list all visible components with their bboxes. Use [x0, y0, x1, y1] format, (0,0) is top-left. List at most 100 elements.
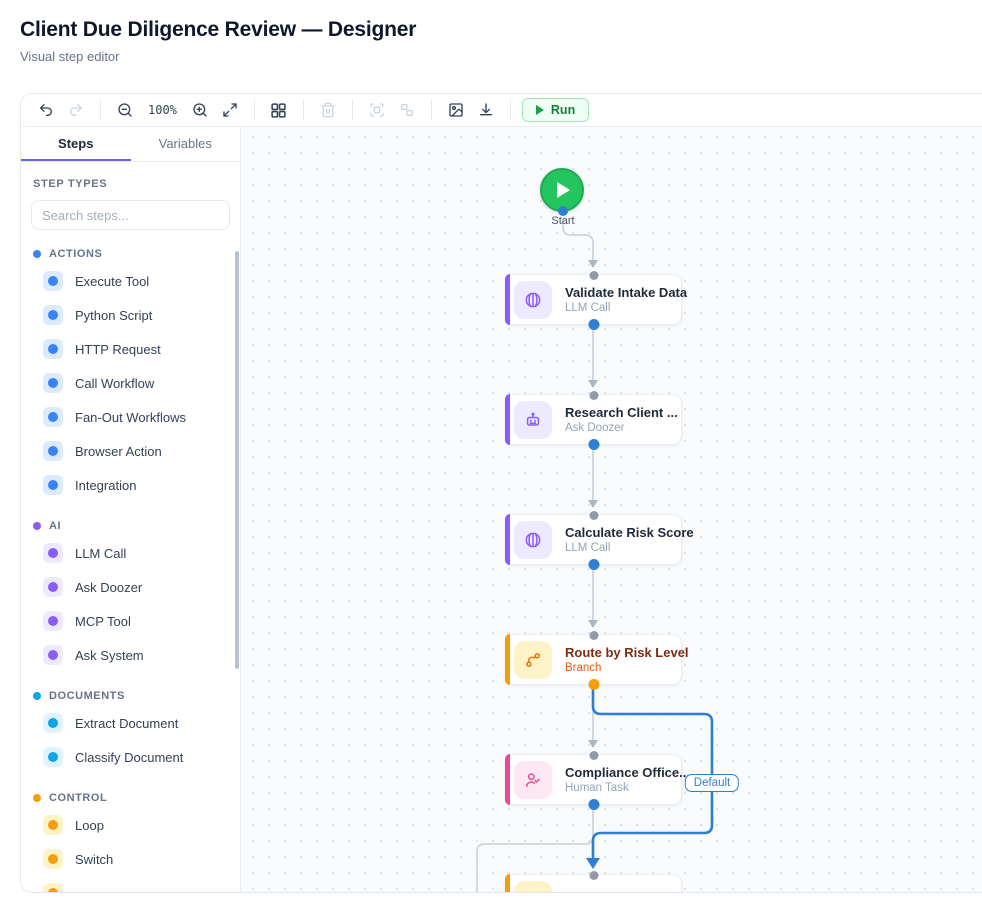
- node-research-client[interactable]: Research Client ... Ask Doozer: [505, 390, 682, 450]
- delete-button[interactable]: [315, 98, 341, 122]
- sidebar-item-extract-document[interactable]: Extract Document: [31, 706, 230, 740]
- output-handle[interactable]: [588, 678, 599, 690]
- play-icon: [557, 182, 570, 198]
- sidebar-item-execute-tool[interactable]: Execute Tool: [31, 264, 230, 298]
- run-button-label: Run: [550, 103, 576, 117]
- group-documents: DOCUMENTS Extract Document Classify Docu…: [31, 690, 230, 774]
- toolbar-divider: [302, 100, 304, 120]
- toolbar: 100% Run: [21, 94, 982, 127]
- redo-button[interactable]: [63, 98, 89, 122]
- step-type-icon: [43, 815, 63, 835]
- auto-layout-button[interactable]: [266, 98, 292, 122]
- sidebar-tabs: Steps Variables: [21, 127, 240, 162]
- run-button[interactable]: Run: [521, 98, 590, 122]
- group-control: CONTROL Loop Switch: [31, 792, 230, 892]
- node-compliance-officer[interactable]: Compliance Office... Human Task: [505, 750, 690, 810]
- sidebar-item-mcp-tool[interactable]: MCP Tool: [31, 604, 230, 638]
- input-handle[interactable]: [589, 630, 598, 640]
- fit-view-button[interactable]: [217, 98, 243, 122]
- zoom-in-icon: [193, 103, 207, 117]
- export-image-button[interactable]: [443, 98, 469, 122]
- node-auto-approve[interactable]: Auto-Approve Lo...: [505, 870, 682, 892]
- edges-layer: [476, 219, 714, 892]
- group-actions: ACTIONS Execute Tool Python Script HTTP …: [31, 248, 230, 502]
- node-route-by-risk-level[interactable]: Route by Risk Level Branch: [505, 630, 689, 690]
- output-handle[interactable]: [588, 438, 599, 450]
- node-validate-intake-data[interactable]: Validate Intake Data LLM Call: [505, 270, 688, 330]
- search-input[interactable]: [31, 200, 230, 230]
- undo-button[interactable]: [33, 98, 59, 122]
- sidebar-item-browser-action[interactable]: Browser Action: [31, 434, 230, 468]
- zoom-out-button[interactable]: [112, 98, 138, 122]
- group-button[interactable]: [364, 98, 390, 122]
- step-type-icon: [43, 305, 63, 325]
- step-icon: [514, 880, 552, 892]
- group-dot-icon: [33, 794, 41, 802]
- sidebar-item-integration[interactable]: Integration: [31, 468, 230, 502]
- sidebar-item-fan-out-workflows[interactable]: Fan-Out Workflows: [31, 400, 230, 434]
- output-handle[interactable]: [588, 798, 599, 810]
- sidebar-item-call-workflow[interactable]: Call Workflow: [31, 366, 230, 400]
- sidebar-item-loop[interactable]: Loop: [31, 808, 230, 842]
- edge-route-default: [591, 689, 714, 858]
- input-handle[interactable]: [589, 510, 598, 520]
- node-accent-stripe: [505, 874, 510, 892]
- robot-icon: [514, 400, 552, 439]
- tab-steps[interactable]: Steps: [21, 127, 131, 161]
- node-subtitle: LLM Call: [565, 302, 611, 314]
- step-type-icon: [43, 373, 63, 393]
- sidebar-item-partial[interactable]: [31, 876, 230, 892]
- node-calculate-risk-score[interactable]: Calculate Risk Score LLM Call: [505, 510, 694, 570]
- zoom-in-button[interactable]: [187, 98, 213, 122]
- node-title: Validate Intake Data: [565, 285, 688, 300]
- sidebar-item-llm-call[interactable]: LLM Call: [31, 536, 230, 570]
- toolbar-divider: [351, 100, 353, 120]
- input-handle[interactable]: [589, 870, 598, 880]
- user-check-icon: [514, 760, 552, 799]
- group-label: DOCUMENTS: [49, 690, 125, 702]
- node-accent-stripe: [505, 274, 510, 325]
- zoom-level: 100%: [148, 103, 177, 117]
- output-handle[interactable]: [588, 558, 599, 570]
- node-subtitle: Human Task: [565, 782, 629, 794]
- node-accent-stripe: [505, 514, 510, 565]
- tab-variables[interactable]: Variables: [158, 135, 212, 151]
- step-type-icon: [43, 407, 63, 427]
- node-title: Route by Risk Level: [565, 645, 689, 660]
- arrowhead-icon: [588, 740, 598, 748]
- sidebar-scrollbar[interactable]: [235, 251, 239, 669]
- node-title: Compliance Office...: [565, 765, 690, 780]
- edge-label-default[interactable]: Default: [684, 774, 740, 792]
- group-select-icon: [370, 103, 384, 117]
- start-output-handle[interactable]: [558, 206, 568, 216]
- step-type-icon: [43, 577, 63, 597]
- input-handle[interactable]: [589, 270, 598, 280]
- sidebar-item-classify-document[interactable]: Classify Document: [31, 740, 230, 774]
- trash-icon: [321, 102, 335, 118]
- node-accent-stripe: [505, 634, 510, 685]
- sidebar-item-switch[interactable]: Switch: [31, 842, 230, 876]
- sidebar-item-http-request[interactable]: HTTP Request: [31, 332, 230, 366]
- input-handle[interactable]: [589, 750, 598, 760]
- ungroup-button[interactable]: [394, 98, 420, 122]
- arrowhead-icon: [586, 858, 600, 869]
- flow-canvas[interactable]: Start Validate Intake Data LLM Call: [241, 127, 982, 892]
- output-handle[interactable]: [588, 318, 599, 330]
- page-title: Client Due Diligence Review — Designer: [20, 18, 417, 41]
- step-type-icon: [43, 747, 63, 767]
- zoom-out-icon: [118, 103, 132, 117]
- designer-panel: 100% Run: [20, 93, 982, 893]
- layout-grid-icon: [271, 102, 287, 118]
- sidebar-item-ask-doozer[interactable]: Ask Doozer: [31, 570, 230, 604]
- ungroup-icon: [400, 104, 413, 116]
- fit-view-icon: [223, 103, 237, 117]
- page-subtitle: Visual step editor: [20, 49, 120, 64]
- start-node[interactable]: [540, 168, 584, 212]
- node-subtitle: Branch: [565, 662, 602, 674]
- input-handle[interactable]: [589, 390, 598, 400]
- download-button[interactable]: [473, 98, 499, 122]
- sidebar-item-python-script[interactable]: Python Script: [31, 298, 230, 332]
- steps-sidebar: Steps Variables STEP TYPES ACTIONS Execu…: [21, 127, 241, 892]
- arrowhead-icon: [588, 380, 598, 388]
- sidebar-item-ask-system[interactable]: Ask System: [31, 638, 230, 672]
